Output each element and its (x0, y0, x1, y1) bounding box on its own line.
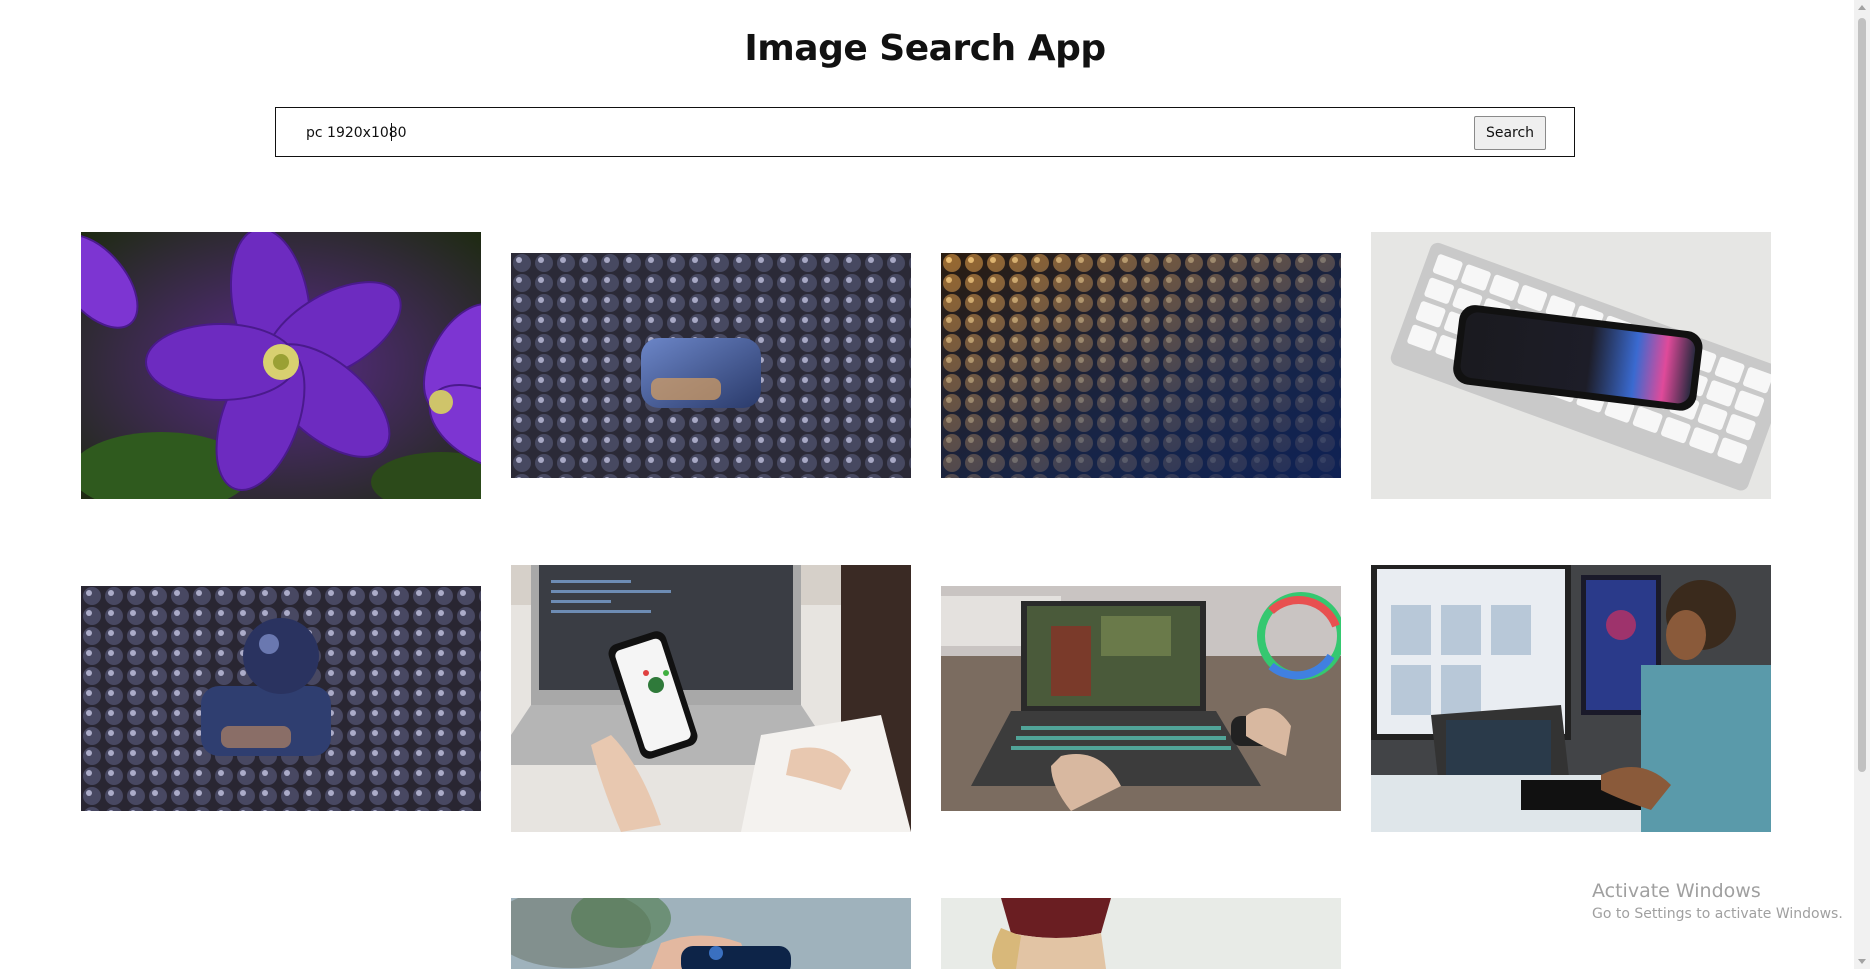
result-image-orange-blue-spheres[interactable] (941, 253, 1341, 478)
result-image-gaming-laptop[interactable] (941, 586, 1341, 811)
result-image-dark-spheres-cube[interactable] (511, 253, 911, 478)
vertical-scrollbar[interactable] (1854, 0, 1870, 969)
search-input[interactable] (304, 120, 1448, 146)
dark-spheres-with-cube-image (511, 253, 911, 478)
watermark-subtitle: Go to Settings to activate Windows. (1592, 906, 1843, 922)
scroll-up-arrow-icon[interactable] (1858, 5, 1866, 10)
result-image-dark-spheres-joystick[interactable] (81, 586, 481, 811)
person-with-red-beanie-image (941, 898, 1341, 969)
orange-blue-spheres-image (941, 253, 1341, 478)
result-image-phone-laptop[interactable] (511, 565, 911, 832)
result-image-purple-flower[interactable] (81, 232, 481, 499)
search-button[interactable]: Search (1474, 116, 1546, 150)
result-image-phone-keyboard[interactable] (1371, 232, 1771, 499)
search-form: Search (275, 107, 1575, 157)
scroll-down-arrow-icon[interactable] (1858, 959, 1866, 964)
result-image-hand-controller[interactable] (511, 898, 911, 969)
hand-with-game-controller-image (511, 898, 911, 969)
man-at-computer-desk-image (1371, 565, 1771, 832)
page-title: Image Search App (744, 28, 1106, 69)
smartphone-on-keyboard-image (1371, 232, 1771, 499)
result-image-red-beanie[interactable] (941, 898, 1341, 969)
text-cursor (391, 123, 392, 141)
hand-holding-phone-laptop-image (511, 565, 911, 832)
result-image-man-at-computer[interactable] (1371, 565, 1771, 832)
watermark-title: Activate Windows (1592, 880, 1761, 902)
purple-clematis-flower-image (81, 232, 481, 499)
gaming-laptop-on-desk-image (941, 586, 1341, 811)
windows-activation-watermark: Activate Windows Go to Settings to activ… (1592, 880, 1843, 922)
scrollbar-thumb[interactable] (1858, 18, 1866, 772)
dark-spheres-with-joystick-image (81, 586, 481, 811)
